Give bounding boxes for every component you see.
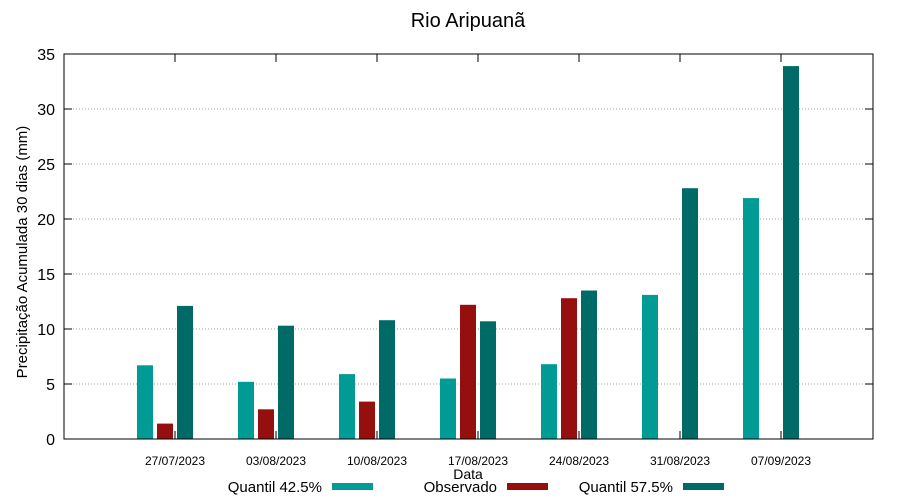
bar	[177, 305, 193, 439]
x-tick-label: 03/08/2023	[246, 454, 306, 468]
x-tick-label: 31/08/2023	[650, 454, 710, 468]
legend-label: Quantil 57.5%	[579, 479, 673, 496]
bar	[440, 378, 456, 439]
bar	[157, 423, 173, 439]
bar	[238, 381, 254, 439]
bar	[581, 290, 597, 439]
y-tick-label: 10	[37, 322, 55, 339]
legend-label: Quantil 42.5%	[228, 479, 322, 496]
x-tick-label: 07/09/2023	[751, 454, 811, 468]
bar	[682, 188, 698, 439]
bar	[379, 320, 395, 439]
y-axis-label: Precipitação Acumulada 30 dias (mm)	[14, 126, 31, 379]
x-tick-label: 10/08/2023	[347, 454, 407, 468]
bar	[541, 364, 557, 439]
bar	[460, 304, 476, 439]
x-axis: 27/07/2023 03/08/2023 10/08/2023 17/08/2023…	[145, 54, 811, 468]
legend-swatch	[683, 483, 724, 490]
x-axis-label: Data	[453, 466, 483, 482]
bars	[137, 66, 799, 439]
bar	[339, 374, 355, 439]
legend-label: Observado	[424, 479, 497, 496]
bar	[359, 401, 375, 439]
y-tick-label: 0	[46, 432, 55, 449]
y-tick-label: 35	[37, 47, 55, 64]
bar	[278, 325, 294, 439]
bar	[743, 198, 759, 439]
y-tick-label: 25	[37, 157, 55, 174]
chart-title: Rio Aripuanã	[411, 10, 526, 32]
bar	[783, 66, 799, 439]
bar	[480, 321, 496, 439]
legend: Quantil 42.5% Observado Quantil 57.5%	[228, 479, 724, 496]
bar	[642, 294, 658, 439]
bar	[561, 298, 577, 439]
legend-swatch	[332, 483, 373, 490]
legend-swatch	[507, 483, 548, 490]
bar	[258, 409, 274, 439]
y-tick-label: 30	[37, 102, 55, 119]
x-tick-label: 27/07/2023	[145, 454, 205, 468]
y-tick-label: 5	[46, 377, 55, 394]
bar	[137, 365, 153, 439]
x-tick-label: 24/08/2023	[549, 454, 609, 468]
x-tick-label: 17/08/2023	[448, 454, 508, 468]
y-tick-label: 20	[37, 212, 55, 229]
y-tick-label: 15	[37, 267, 55, 284]
y-axis: 0 5 10 15 20 25 30 35	[37, 47, 873, 449]
plot-frame	[63, 53, 874, 440]
